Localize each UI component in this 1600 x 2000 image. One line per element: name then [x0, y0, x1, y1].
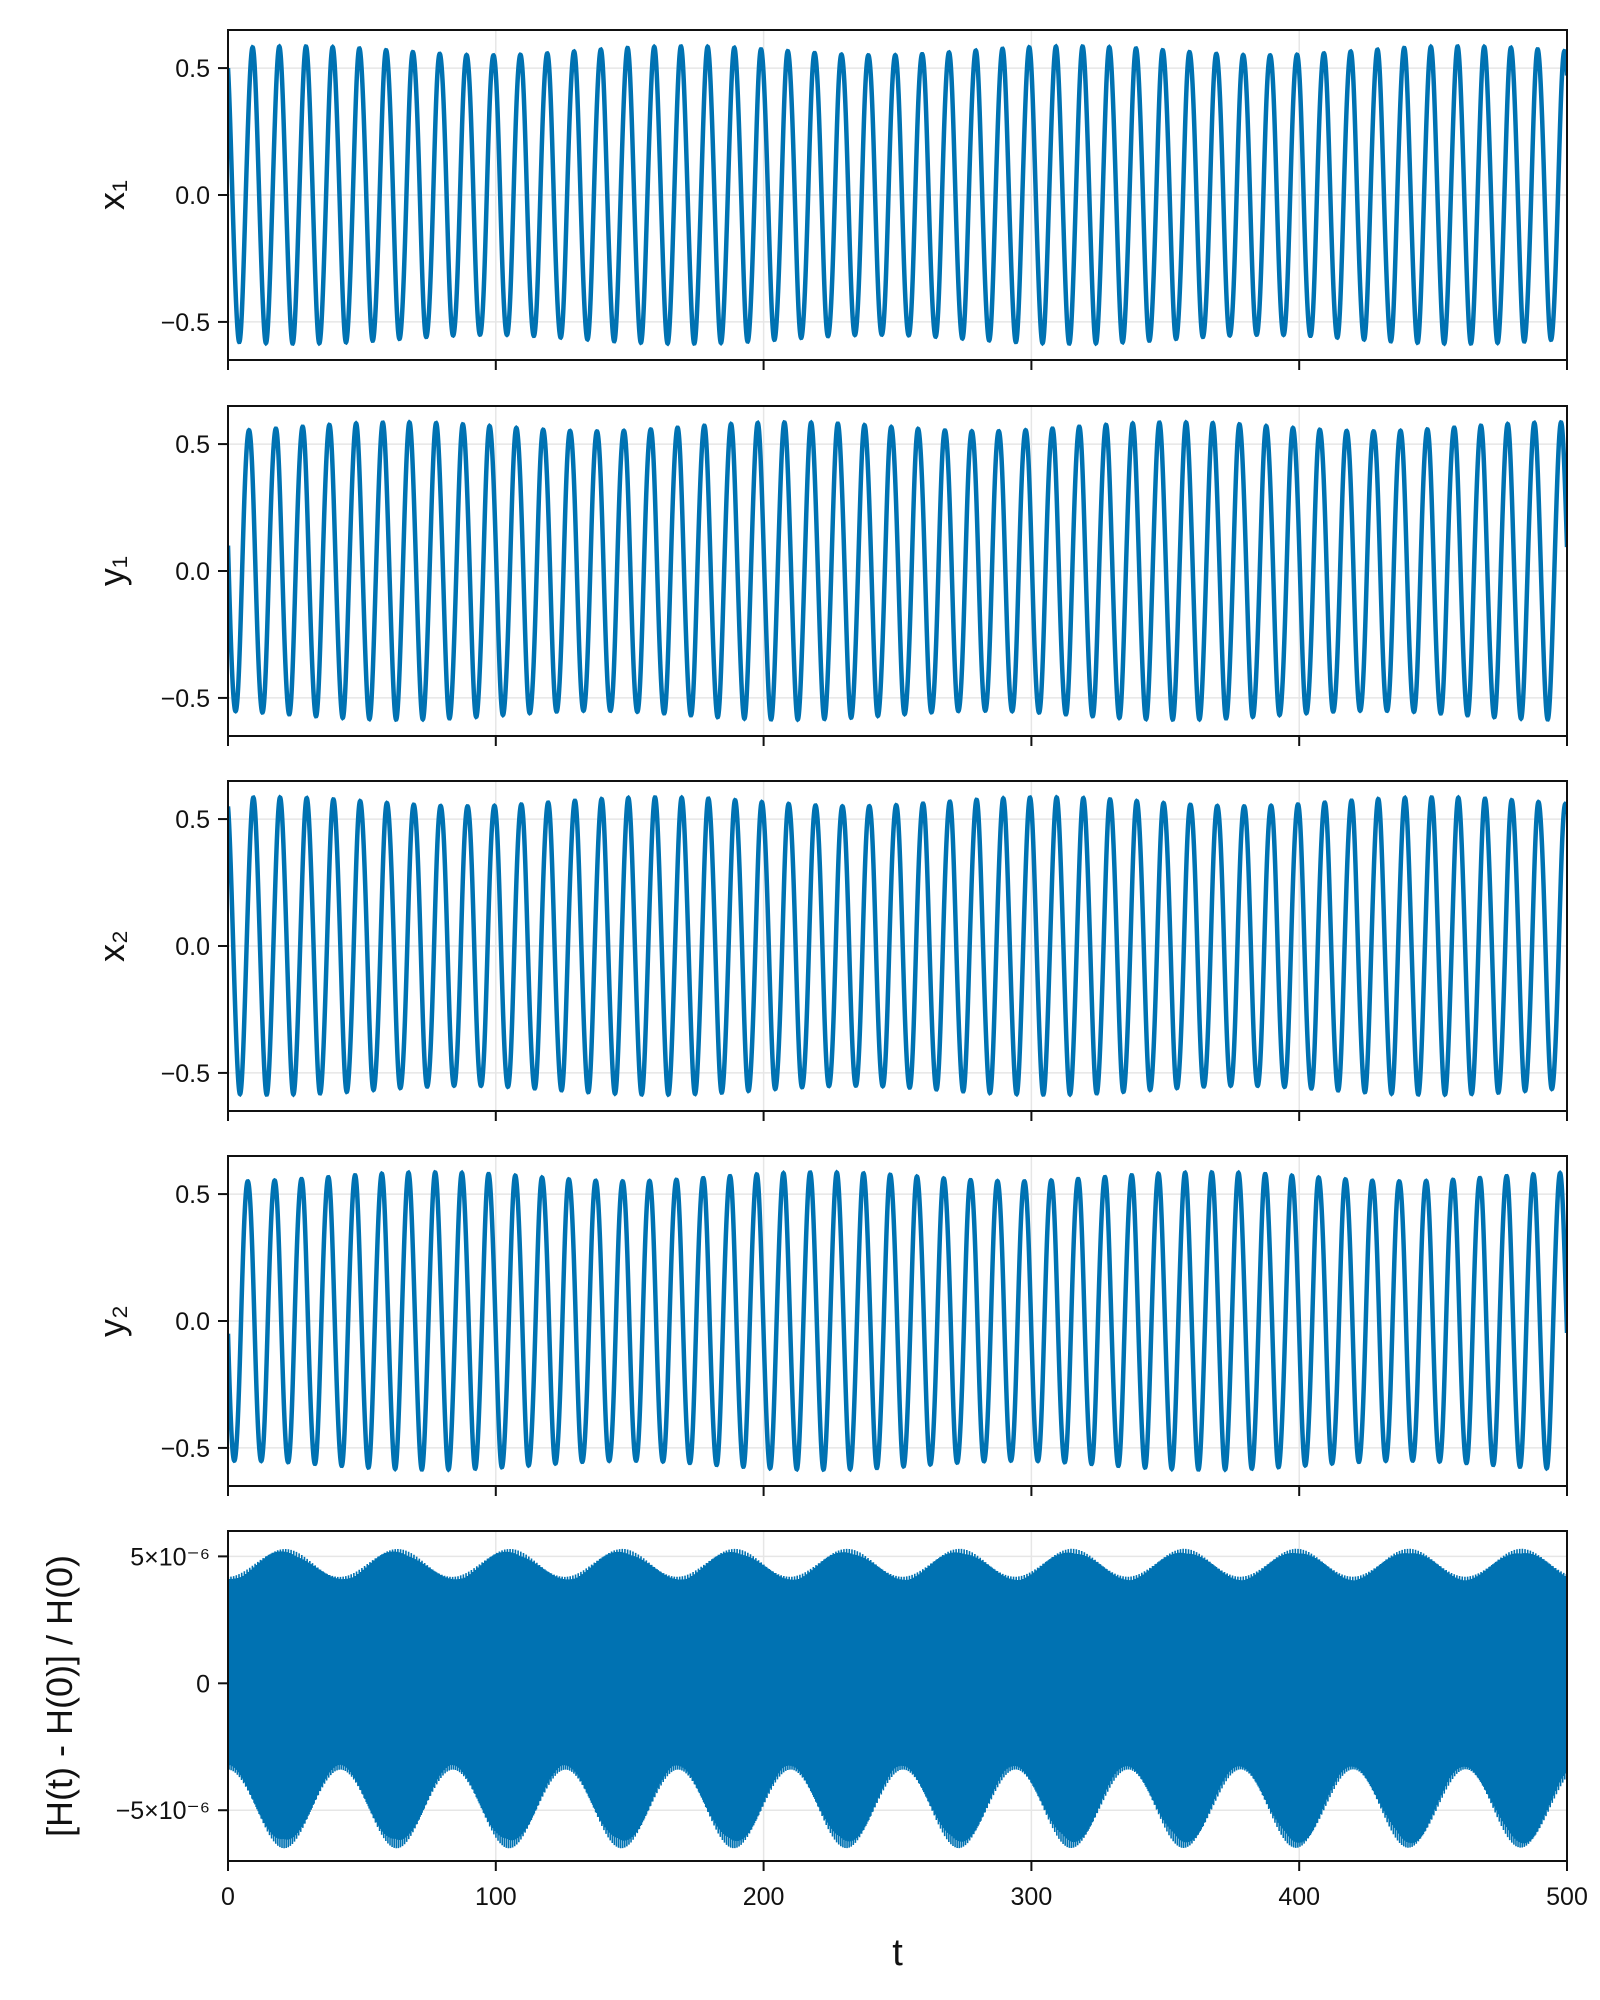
panel-4: −0.5 0.0 0.5 y₂ — [91, 1155, 1568, 1496]
y-axis-label: x₂ — [91, 930, 132, 962]
y-tick-label: 0.5 — [175, 55, 210, 83]
y-tick-label: −0.5 — [161, 1435, 210, 1463]
panel-1: −0.5 0.0 0.5 x₁ — [91, 29, 1568, 370]
y-tick-label: −0.5 — [161, 309, 210, 337]
x-tick-label: 500 — [1546, 1883, 1588, 1911]
series-line — [228, 1548, 1567, 1849]
y-tick-label: −0.5 — [161, 685, 210, 713]
y-tick-label: 0.5 — [175, 806, 210, 834]
series-line — [228, 419, 1567, 723]
y-tick-label: 0.0 — [175, 1308, 210, 1336]
x-tick-label: 100 — [475, 1883, 517, 1911]
y-tick-label: 0.5 — [175, 431, 210, 459]
y-tick-label: 0.0 — [175, 558, 210, 586]
panel-2: −0.5 0.0 0.5 y₁ — [91, 405, 1568, 746]
series-line — [228, 794, 1567, 1098]
y-tick-label: 0.5 — [175, 1181, 210, 1209]
x-tick-label: 200 — [743, 1883, 785, 1911]
y-axis-label: x₁ — [91, 180, 132, 210]
series-line — [228, 43, 1567, 347]
y-axis-label: [H(t) - H(0)] / H(0) — [39, 1555, 80, 1837]
y-tick-label: 0 — [196, 1670, 210, 1698]
plot-frame — [227, 1530, 1568, 1862]
x-tick-label: 0 — [221, 1883, 235, 1911]
panel-3: −0.5 0.0 0.5 x₂ — [91, 780, 1568, 1121]
x-tick-label: 400 — [1278, 1883, 1320, 1911]
y-axis-label: y₁ — [91, 556, 132, 586]
panel-5: 0 100 200 300 400 500 −5×10⁻⁶ 0 5×10⁻⁶ [H(t) - H(… — [39, 1530, 1588, 1974]
x-tick-label: 300 — [1011, 1883, 1053, 1911]
y-tick-label: 0.0 — [175, 182, 210, 210]
y-tick-label: −0.5 — [161, 1060, 210, 1088]
y-tick-label: 5×10⁻⁶ — [130, 1543, 210, 1571]
x-axis-label: t — [892, 1932, 903, 1974]
y-axis-label: y₂ — [91, 1305, 132, 1337]
series-line — [228, 1169, 1567, 1473]
y-tick-label: −5×10⁻⁶ — [116, 1797, 210, 1825]
y-tick-label: 0.0 — [175, 933, 210, 961]
